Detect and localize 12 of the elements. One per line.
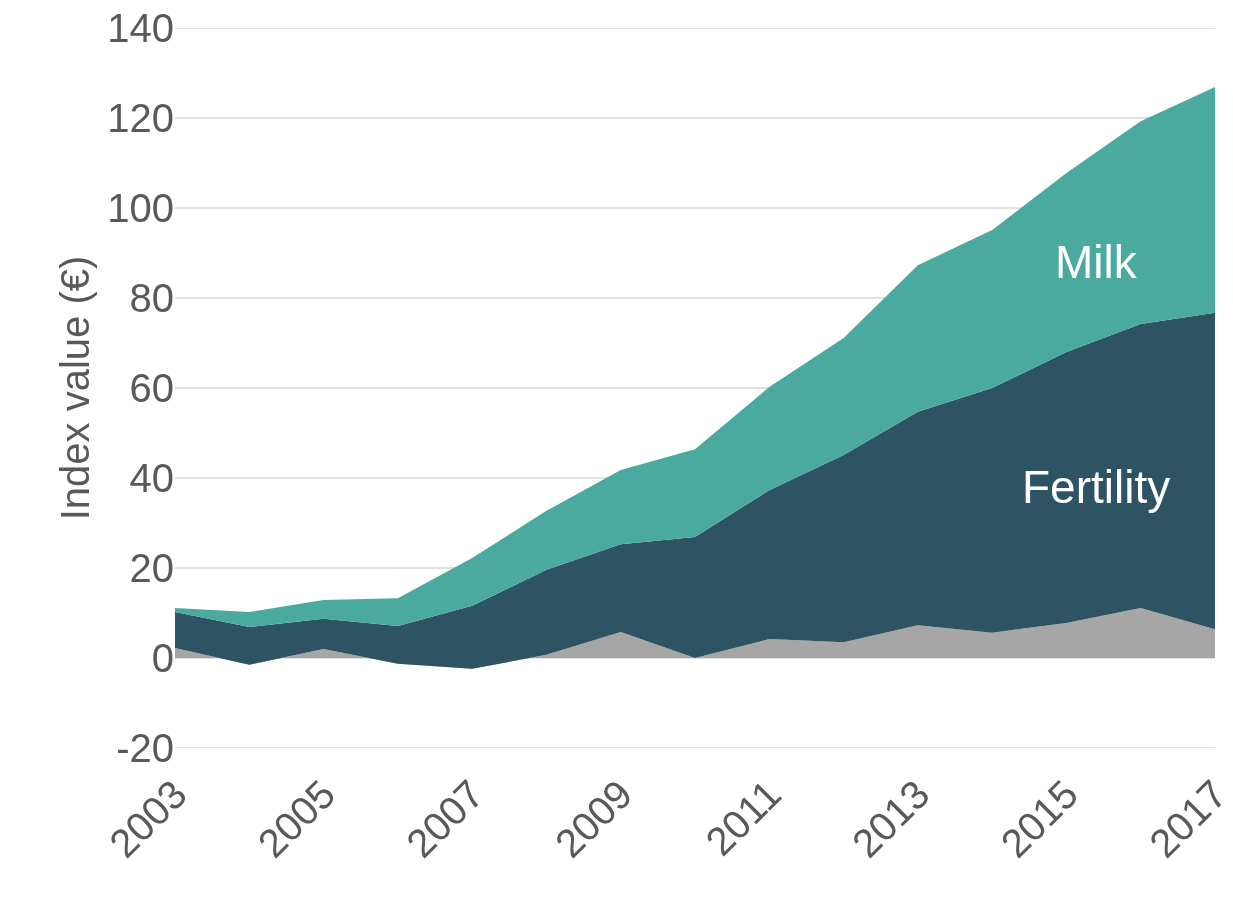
y-tick-label: 40 bbox=[129, 456, 174, 500]
y-tick-label: 120 bbox=[107, 96, 174, 140]
series-label: Fertility bbox=[1022, 461, 1171, 513]
y-tick-label: 60 bbox=[129, 366, 174, 410]
y-tick-label: 140 bbox=[107, 6, 174, 50]
y-tick-label: 0 bbox=[151, 636, 174, 680]
y-tick-label: 80 bbox=[129, 276, 174, 320]
series-label: Milk bbox=[1055, 236, 1138, 288]
y-tick-label: 100 bbox=[107, 186, 174, 230]
y-tick-label: -20 bbox=[116, 726, 174, 770]
y-tick-label: 20 bbox=[129, 546, 174, 590]
y-axis-title: Index value (€) bbox=[52, 255, 97, 521]
